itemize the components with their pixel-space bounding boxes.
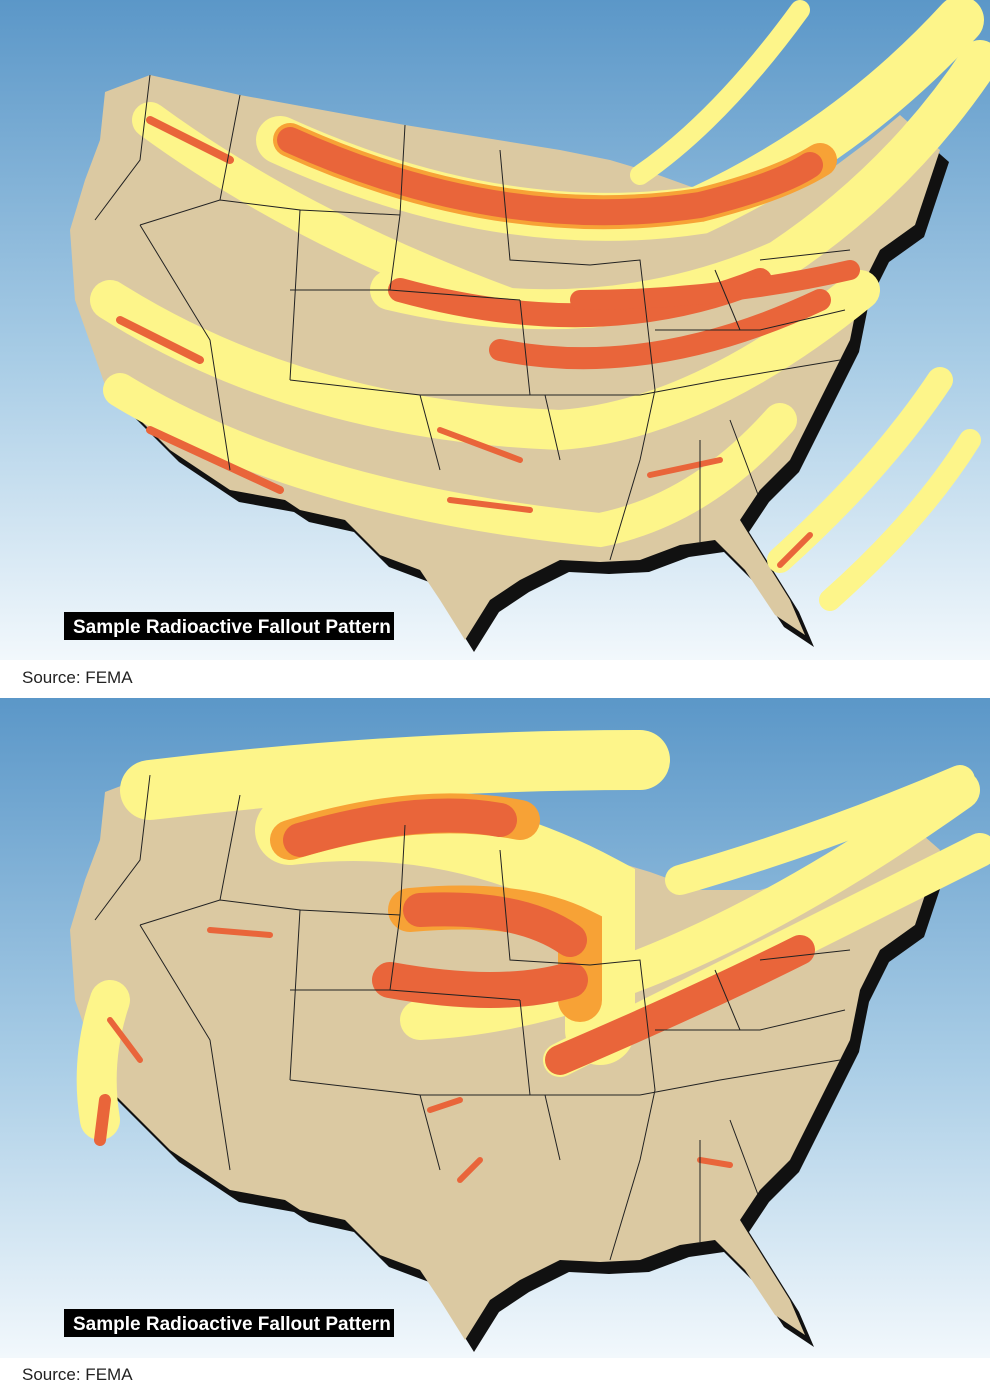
map-title: Sample Radioactive Fallout Pattern <box>73 1314 391 1335</box>
title-box <box>64 1309 394 1337</box>
title-box <box>64 612 394 640</box>
map-title: Sample Radioactive Fallout Pattern <box>73 617 391 638</box>
map-panel: Sample Radioactive Fallout Pattern Sourc… <box>0 698 990 1384</box>
source: Source: FEMA <box>22 1365 133 1384</box>
map-panel: Sample Radioactive Fallout Pattern Sourc… <box>0 0 990 687</box>
fallout-plumes <box>76 730 990 1183</box>
fallout-plumes <box>90 0 990 611</box>
source: Source: FEMA <box>22 668 133 687</box>
